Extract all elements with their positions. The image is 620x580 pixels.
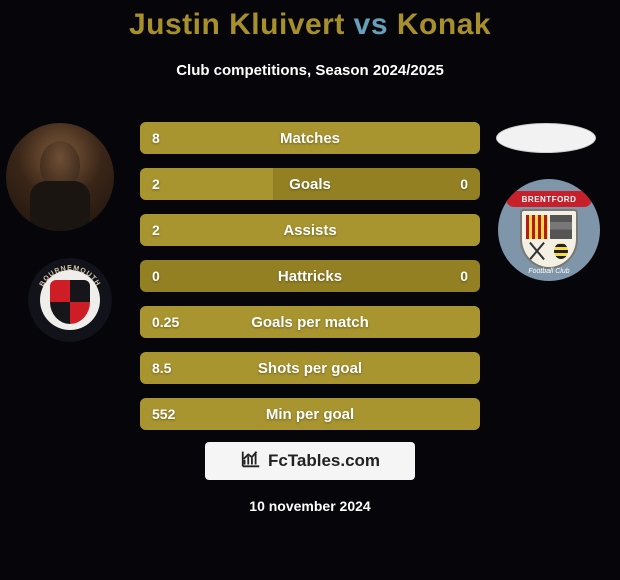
- stat-row: Goals2 0: [140, 168, 480, 200]
- title-player1: Justin Kluivert: [129, 8, 345, 41]
- player2-avatar-placeholder: [496, 123, 596, 153]
- player2-club-badge: BRENTFORD Football Club: [498, 179, 600, 281]
- footer-date: 10 november 2024: [0, 498, 620, 514]
- player2-avatar: [496, 123, 596, 153]
- stat-value-left: 552: [140, 398, 187, 430]
- stat-label: Goals: [140, 168, 480, 200]
- badge2-banner: BRENTFORD: [506, 191, 592, 207]
- stat-value-right: 0: [448, 168, 480, 200]
- stat-value-left: 8.5: [140, 352, 183, 384]
- stat-row: Assists2: [140, 214, 480, 246]
- subtitle: Club competitions, Season 2024/2025: [0, 62, 620, 79]
- stat-value-left: 0: [140, 260, 172, 292]
- badge2-circle: BRENTFORD Football Club: [498, 179, 600, 281]
- player1-avatar-image: [6, 123, 114, 231]
- badge1-shield: [50, 280, 90, 324]
- title-separator: vs: [354, 8, 388, 41]
- stat-row: Shots per goal8.5: [140, 352, 480, 384]
- stat-value-left: 2: [140, 214, 172, 246]
- stat-value-left: 8: [140, 122, 172, 154]
- title-player2: Konak: [397, 8, 491, 41]
- stats-chart: Matches8Goals20Assists2Hattricks00Goals …: [140, 122, 480, 430]
- badge2-footer-text: Football Club: [498, 268, 600, 275]
- stat-row: Matches8: [140, 122, 480, 154]
- player1-club-badge: BOURNEMOUTH: [28, 258, 112, 342]
- chart-icon: [240, 448, 262, 475]
- stat-label: Matches: [140, 122, 480, 154]
- page-title: Justin Kluivert vs Konak: [0, 8, 620, 42]
- footer-logo-text: FcTables.com: [268, 451, 380, 471]
- stat-label: Min per goal: [140, 398, 480, 430]
- player1-avatar: [6, 123, 114, 231]
- stat-value-left: 0.25: [140, 306, 191, 338]
- stat-label: Hattricks: [140, 260, 480, 292]
- stat-value-left: 2: [140, 168, 172, 200]
- stat-label: Assists: [140, 214, 480, 246]
- footer-logo: FcTables.com: [205, 442, 415, 480]
- badge2-shield: [520, 209, 578, 269]
- stat-row: Hattricks0 0: [140, 260, 480, 292]
- stat-label: Shots per goal: [140, 352, 480, 384]
- stat-row: Goals per match0.25: [140, 306, 480, 338]
- stat-row: Min per goal552: [140, 398, 480, 430]
- stat-value-right: 0: [448, 260, 480, 292]
